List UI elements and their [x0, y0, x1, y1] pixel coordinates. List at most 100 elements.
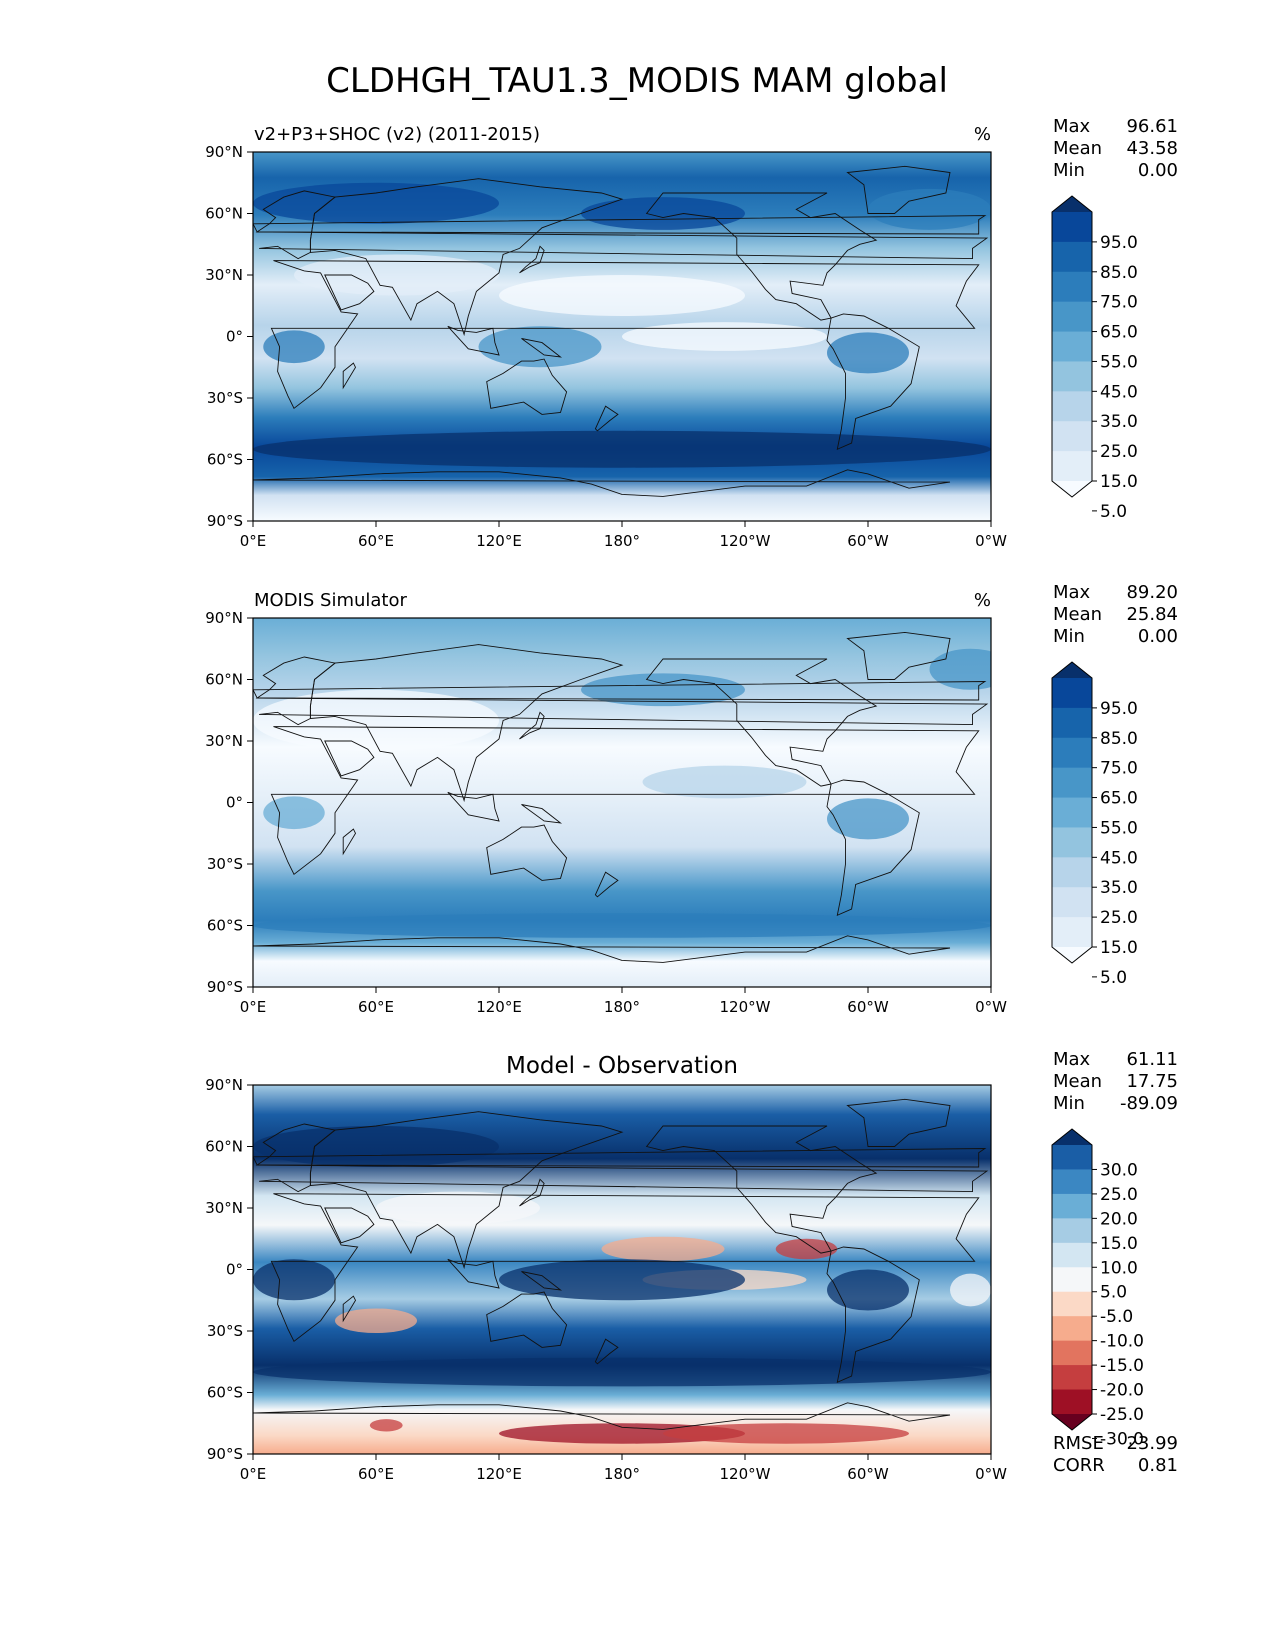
- lat-tick-label: 30°N: [205, 1199, 243, 1217]
- colorbar: 95.0 85.0 75.0 65.0 55.0 45.0 35.0 25.0 15.0 5.0: [1051, 195, 1138, 522]
- lat-tick-label: 30°N: [205, 732, 243, 750]
- coastline-japan: [519, 1178, 545, 1207]
- colorbar-segment: [1052, 678, 1092, 709]
- coastline-antarctica: [253, 469, 951, 521]
- colorbar-tick-label: -15.0: [1100, 1356, 1144, 1376]
- lon-tick-label: 60°E: [358, 1465, 394, 1483]
- field-blob: [642, 765, 807, 799]
- coastline-greenland: [846, 165, 951, 214]
- coastline-uk: [253, 215, 987, 235]
- colorbar-tick-label: 75.0: [1100, 759, 1138, 779]
- lat-tick-label: 60°S: [207, 1384, 243, 1402]
- field-blob: [253, 1259, 335, 1301]
- panel-title: Model - Observation: [506, 1053, 738, 1079]
- field-blob: [253, 182, 499, 224]
- colorbar-tick-label: 85.0: [1100, 729, 1138, 749]
- colorbar-segment: [1052, 1145, 1092, 1170]
- panel-test: 90°N 60°N 30°N 0° 30°S 60°S 90°S 0°E 60°E 120°E 18…: [205, 116, 1178, 550]
- stat-label-mean: Mean: [1053, 1071, 1102, 1092]
- field-blob: [478, 326, 602, 368]
- colorbar-tick-label: 5.0: [1100, 1283, 1127, 1303]
- coastline-africa: [270, 1193, 980, 1342]
- panel-difference: 90°N 60°N 30°N 0° 30°S 60°S 90°S 0°E 60°E 120°E 18…: [205, 1049, 1178, 1483]
- lon-tick-label: 120°W: [720, 998, 771, 1016]
- field-blob: [581, 197, 745, 230]
- coastline-sam: [826, 313, 920, 451]
- coastline-nam: [645, 658, 878, 787]
- stat-value-min: 0.00: [1138, 160, 1178, 181]
- colorbar-tick-label: 45.0: [1100, 382, 1138, 402]
- colorbar-segment: [1052, 737, 1092, 769]
- colorbar-tick-label: 55.0: [1100, 352, 1138, 372]
- coastline-newguinea: [521, 804, 563, 824]
- stat-label-min: Min: [1053, 1093, 1085, 1114]
- colorbar-tick-label: 25.0: [1100, 1185, 1138, 1205]
- colorbar-segment: [1052, 887, 1092, 918]
- coastlines: [253, 165, 989, 521]
- coastline-nam: [645, 1125, 878, 1254]
- colorbar-tick-label: 25.0: [1100, 442, 1138, 462]
- coastline-asia: [309, 644, 624, 803]
- field-blob: [294, 254, 499, 296]
- lat-tick-label: 90°N: [205, 143, 243, 161]
- colorbar-tick-label: 35.0: [1100, 878, 1138, 898]
- colorbar-extend-min: [1052, 1414, 1092, 1430]
- field-blob: [376, 1191, 540, 1225]
- colorbar-tick-label: -10.0: [1100, 1332, 1144, 1352]
- colorbar-tick-label: 85.0: [1100, 263, 1138, 283]
- field-blob: [663, 1423, 909, 1444]
- colorbar-extend-max: [1052, 1129, 1092, 1145]
- colorbar-segment: [1052, 1291, 1092, 1317]
- field-blob: [622, 322, 827, 351]
- lon-tick-label: 120°E: [476, 998, 522, 1016]
- lat-tick-label: 30°S: [207, 1322, 243, 1340]
- coastline-sam: [826, 779, 920, 917]
- field-blob: [335, 1308, 417, 1334]
- colorbar-tick-label: -30.0: [1100, 1429, 1144, 1449]
- colorbar-segment: [1052, 1365, 1092, 1391]
- lat-tick-label: 90°S: [207, 1445, 243, 1463]
- colorbar-segment: [1052, 271, 1092, 303]
- colorbar-segment: [1052, 857, 1092, 888]
- colorbar-segment: [1052, 1218, 1092, 1244]
- coastline-greenland: [846, 631, 951, 680]
- colorbar-segment: [1052, 212, 1092, 243]
- coastline-madagascar: [342, 828, 357, 856]
- colorbar-tick-label: 5.0: [1100, 502, 1127, 522]
- lat-tick-label: 60°S: [207, 451, 243, 469]
- field-blob: [775, 1238, 838, 1260]
- lon-tick-label: 0°W: [975, 532, 1007, 550]
- colorbar-segment: [1052, 421, 1092, 452]
- colorbar-tick-label: 10.0: [1100, 1258, 1138, 1278]
- colorbar-extend-max: [1052, 196, 1092, 212]
- colorbar-tick-label: -5.0: [1100, 1307, 1133, 1327]
- stat-label-max: Max: [1053, 116, 1091, 137]
- stat-value-max: 96.61: [1126, 116, 1178, 137]
- coastline-nz: [594, 1338, 619, 1365]
- coastline-japan: [519, 711, 545, 740]
- stat-value-corr: 0.81: [1138, 1455, 1178, 1476]
- stat-value-rmse: 23.99: [1126, 1433, 1178, 1454]
- colorbar-segment: [1052, 1340, 1092, 1366]
- colorbar-tick-label: -25.0: [1100, 1405, 1144, 1425]
- colorbar-tick-label: 65.0: [1100, 323, 1138, 343]
- lon-tick-label: 0°E: [240, 998, 267, 1016]
- lon-tick-label: 0°W: [975, 1465, 1007, 1483]
- stat-label-rmse: RMSE: [1053, 1433, 1104, 1454]
- stat-label-max: Max: [1053, 582, 1091, 603]
- field-blob: [950, 1273, 991, 1307]
- colorbar-tick-label: 30.0: [1100, 1160, 1138, 1180]
- coastline-africa: [270, 260, 980, 409]
- lon-tick-label: 180°: [604, 998, 640, 1016]
- stat-label-mean: Mean: [1053, 138, 1102, 159]
- colorbar-tick-label: 15.0: [1100, 1234, 1138, 1254]
- lat-tick-label: 0°: [226, 1261, 243, 1279]
- stat-value-max: 89.20: [1126, 582, 1178, 603]
- field-blob: [827, 798, 909, 840]
- coastlines: [253, 631, 989, 987]
- colorbar-tick-label: 95.0: [1100, 233, 1138, 253]
- stat-value-min: 0.00: [1138, 626, 1178, 647]
- coastlines: [253, 1098, 989, 1454]
- colorbar-segment: [1052, 241, 1092, 273]
